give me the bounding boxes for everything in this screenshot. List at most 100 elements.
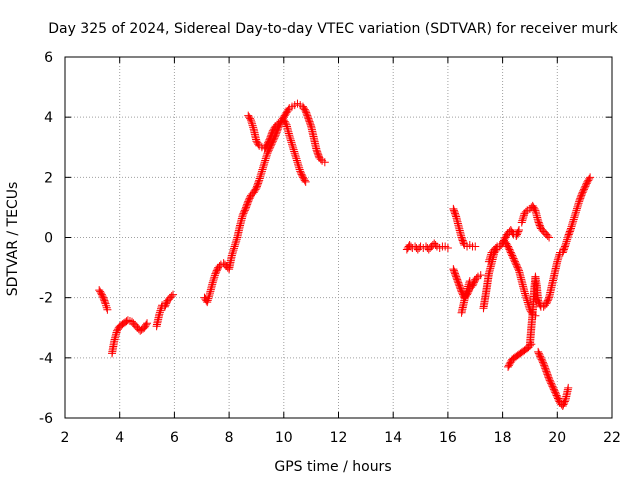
data-point	[572, 204, 581, 213]
data-point	[566, 224, 575, 233]
data-point	[156, 304, 165, 313]
data-points	[95, 99, 595, 410]
data-point	[290, 147, 299, 156]
y-tick-label: 4	[44, 110, 53, 126]
data-point	[230, 244, 239, 253]
data-point	[246, 116, 255, 125]
x-tick-label: 16	[439, 430, 457, 446]
data-point	[204, 294, 213, 303]
y-tick-label: -4	[39, 351, 53, 367]
data-point	[101, 299, 110, 308]
data-point	[247, 117, 256, 126]
data-point	[254, 177, 263, 186]
data-point	[285, 131, 294, 140]
data-point	[203, 296, 212, 305]
data-point	[568, 220, 577, 229]
data-point	[155, 310, 164, 319]
x-tick-label: 4	[115, 430, 124, 446]
data-point	[560, 397, 569, 406]
data-point	[530, 204, 539, 213]
x-tick-label: 12	[330, 430, 348, 446]
data-point	[570, 211, 579, 220]
data-point	[519, 211, 528, 220]
data-point	[518, 214, 527, 223]
data-point	[571, 210, 580, 219]
data-point	[260, 160, 269, 169]
data-point	[554, 253, 563, 262]
data-point	[520, 287, 529, 296]
data-point	[248, 121, 257, 130]
data-point	[281, 119, 290, 128]
data-point	[553, 257, 562, 266]
data-point	[156, 306, 165, 315]
data-point	[522, 293, 531, 302]
data-point	[567, 222, 576, 231]
data-point	[291, 151, 300, 160]
data-point	[208, 278, 217, 287]
data-point	[142, 320, 151, 329]
data-point	[209, 275, 218, 284]
data-point	[486, 253, 495, 262]
y-tick-label: -6	[39, 411, 53, 427]
data-point	[294, 160, 303, 169]
data-point	[521, 207, 530, 216]
data-point	[320, 158, 329, 167]
data-point	[227, 251, 236, 260]
data-point	[563, 233, 572, 242]
data-point	[574, 199, 583, 208]
data-point	[471, 242, 480, 251]
data-point	[562, 237, 571, 246]
data-point	[543, 231, 552, 240]
x-tick-label: 14	[384, 430, 402, 446]
data-point	[300, 176, 309, 185]
data-point	[272, 120, 281, 129]
data-point	[476, 271, 485, 280]
data-point	[258, 165, 267, 174]
data-point	[443, 244, 452, 253]
data-point	[261, 154, 270, 163]
data-point	[316, 155, 325, 164]
data-point	[572, 206, 581, 215]
data-point	[431, 241, 440, 250]
data-point	[464, 280, 473, 289]
data-point	[464, 282, 473, 291]
data-point	[286, 134, 295, 143]
data-point	[519, 213, 528, 222]
data-point	[563, 235, 572, 244]
data-point	[231, 240, 240, 249]
data-point	[568, 219, 577, 228]
data-point	[306, 120, 315, 129]
data-point	[257, 169, 266, 178]
data-point	[472, 274, 481, 283]
data-point	[249, 123, 258, 132]
data-point	[521, 291, 530, 300]
data-point	[514, 227, 523, 236]
data-point	[169, 290, 178, 299]
data-point	[248, 119, 257, 128]
data-point	[544, 295, 553, 304]
data-point	[293, 158, 302, 167]
data-point	[255, 176, 264, 185]
data-point	[562, 239, 571, 248]
data-point	[102, 301, 111, 310]
x-tick-label: 20	[548, 430, 566, 446]
data-point	[463, 286, 472, 295]
data-point	[143, 319, 152, 328]
data-point	[521, 289, 530, 298]
data-point	[569, 215, 578, 224]
data-point	[574, 201, 583, 210]
data-point	[103, 305, 112, 314]
data-point	[301, 177, 310, 186]
data-point	[292, 156, 301, 165]
data-point	[515, 225, 524, 234]
data-point	[465, 277, 474, 286]
data-point	[261, 156, 270, 165]
data-point	[205, 290, 214, 299]
y-tick-label: 2	[44, 170, 53, 186]
data-point	[210, 273, 219, 282]
data-point	[523, 298, 532, 307]
data-point	[295, 165, 304, 174]
x-axis-label: GPS time / hours	[274, 459, 391, 475]
data-point	[554, 252, 563, 261]
